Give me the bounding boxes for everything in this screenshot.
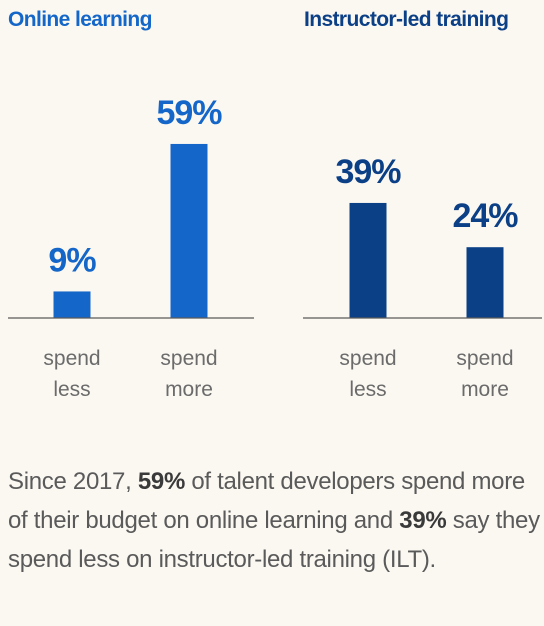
ilt-value-label-spend-less: 39% bbox=[335, 153, 401, 191]
online-learning-title: Online learning bbox=[8, 8, 152, 31]
online-value-label-spend-more: 59% bbox=[156, 94, 222, 132]
online-bar-spend-less bbox=[53, 291, 91, 318]
ilt-tick-label-spend-more-1: more bbox=[461, 378, 509, 401]
online-bar-spend-more bbox=[170, 143, 208, 318]
online-tick-label-spend-more-0: spend bbox=[160, 347, 217, 370]
online-tick-label-spend-less-1: less bbox=[53, 378, 90, 401]
caption-text-2: of talent developers spend more of their… bbox=[8, 468, 525, 534]
ilt-bar-spend-less bbox=[349, 202, 387, 318]
ilt-tick-label-spend-less-0: spend bbox=[339, 347, 396, 370]
online-value-label-spend-less: 9% bbox=[48, 241, 96, 279]
caption-highlight-online: 59% bbox=[137, 468, 185, 495]
ilt-tick-label-spend-less-1: less bbox=[349, 378, 386, 401]
ilt-value-label-spend-more: 24% bbox=[452, 197, 518, 235]
online-tick-label-spend-less-0: spend bbox=[43, 347, 100, 370]
ilt-tick-label-spend-more-0: spend bbox=[456, 347, 513, 370]
caption-text-1: Since 2017, bbox=[8, 468, 138, 495]
bar-charts: 9% spend less 59% spend more 39% spend less 24% sp… bbox=[8, 94, 542, 401]
summary-caption: Since 2017, 59% of talent developers spe… bbox=[8, 462, 540, 579]
online-tick-label-spend-more-1: more bbox=[165, 378, 213, 401]
instructor-led-training-title: Instructor-led training bbox=[304, 8, 509, 31]
ilt-bar-spend-more bbox=[466, 247, 504, 318]
caption-text-3: say they spend less on instructor-led tr… bbox=[8, 507, 540, 573]
caption-highlight-ilt: 39% bbox=[399, 507, 447, 534]
